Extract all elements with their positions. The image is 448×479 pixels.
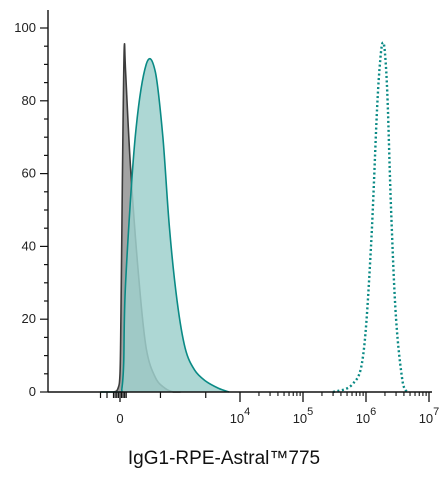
y-tick-label: 0 bbox=[29, 384, 36, 399]
x-tick-label: 0 bbox=[116, 411, 123, 426]
y-tick-label: 40 bbox=[22, 238, 36, 253]
x-tick-label: 105 bbox=[293, 406, 314, 426]
x-axis-title: IgG1-RPE-Astral™775 bbox=[127, 448, 321, 469]
x-tick-label: 104 bbox=[230, 406, 251, 426]
histogram-outline-1 bbox=[100, 57, 230, 393]
y-tick-label: 60 bbox=[22, 166, 36, 181]
y-tick-label: 20 bbox=[22, 311, 36, 326]
histogram-dotted-2 bbox=[332, 41, 409, 394]
histogram-area-1 bbox=[100, 58, 229, 392]
y-tick-label: 80 bbox=[22, 93, 36, 108]
x-tick-label: 106 bbox=[356, 406, 377, 426]
x-tick-label: 107 bbox=[419, 406, 440, 426]
y-tick-label: 100 bbox=[14, 20, 36, 35]
